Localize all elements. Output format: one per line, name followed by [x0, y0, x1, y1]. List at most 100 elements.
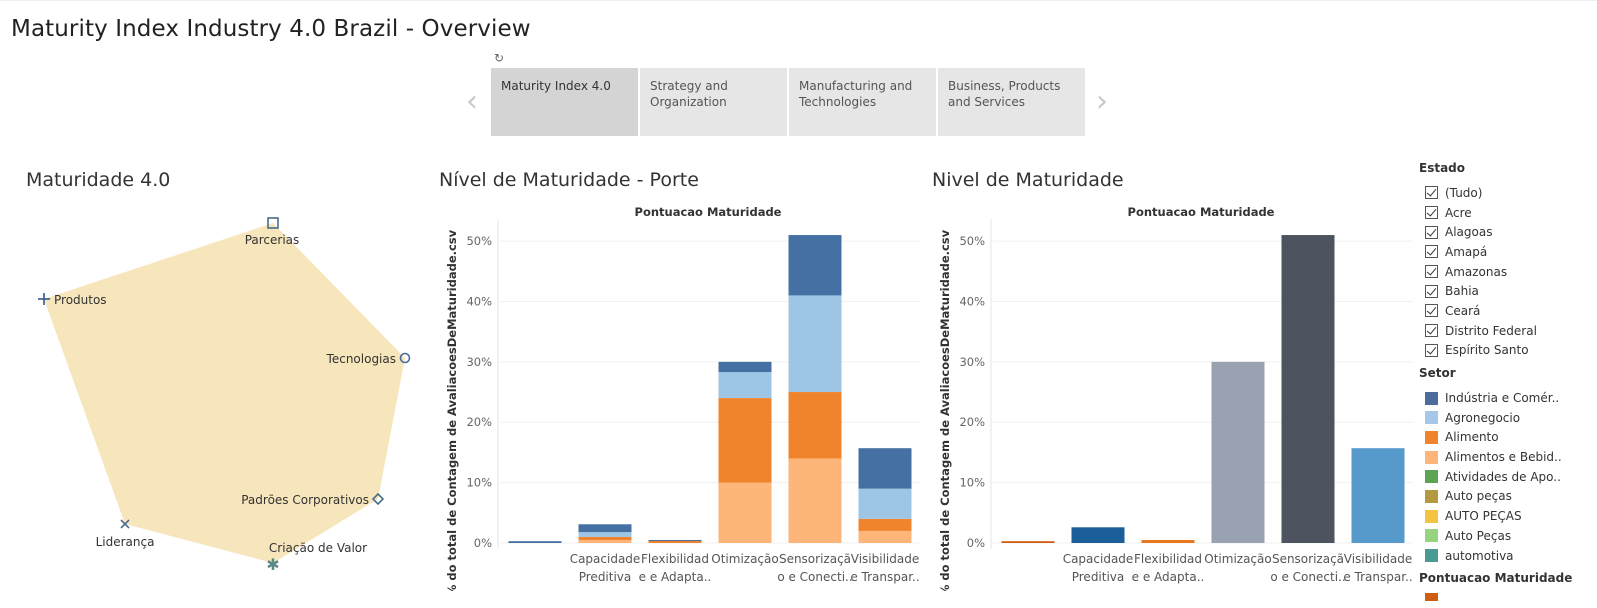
setor-legend-label: Auto Peças [1445, 528, 1512, 543]
chart-porte[interactable]: Pontuacao Maturidade % do total de Conta… [438, 201, 924, 591]
bar-segment[interactable] [858, 518, 912, 531]
parcerias-square-icon [267, 217, 279, 229]
estado-filter-item[interactable]: Alagoas [1419, 222, 1597, 242]
bar-segment[interactable] [718, 398, 772, 483]
setor-legend-item[interactable]: Auto Peças [1419, 526, 1597, 546]
pontuacao-legend: Pontuacao Maturidade [1419, 571, 1597, 602]
bar-segment[interactable] [718, 482, 772, 543]
story-tab-strategy[interactable]: Strategy and Organization [640, 68, 787, 136]
bar[interactable] [1001, 541, 1055, 543]
y-tick-label: 30% [959, 355, 985, 369]
legend-swatch [1425, 509, 1438, 523]
bar-segment[interactable] [648, 540, 702, 543]
story-tab-maturity-index[interactable]: Maturity Index 4.0 [491, 68, 638, 136]
bar-segment[interactable] [858, 530, 912, 543]
checkbox-checked-icon[interactable] [1425, 186, 1438, 200]
legend-swatch [1425, 470, 1438, 484]
checkbox-checked-icon[interactable] [1425, 206, 1438, 220]
bar-segment[interactable] [578, 524, 632, 533]
estado-filter-item[interactable]: Espírito Santo [1419, 341, 1597, 361]
pontuacao-legend-title: Pontuacao Maturidade [1419, 571, 1573, 586]
bar[interactable] [1071, 527, 1125, 543]
bar-segment[interactable] [788, 295, 842, 393]
setor-legend-item[interactable]: Agronegocio [1419, 408, 1597, 428]
x-tick-label: e Transpar.. [1343, 570, 1412, 584]
estado-filter-item[interactable]: Amazonas [1419, 262, 1597, 282]
legend-swatch [1425, 549, 1438, 563]
bar-segment[interactable] [578, 539, 632, 543]
chart-nivel-subtitle: Pontuacao Maturidade [1128, 205, 1275, 219]
setor-legend-item[interactable]: Indústria e Comér.. [1419, 388, 1597, 408]
checkbox-checked-icon[interactable] [1425, 284, 1438, 298]
y-tick-label: 40% [466, 294, 492, 308]
bar[interactable] [1141, 539, 1195, 543]
setor-legend: Setor Indústria e Comér.. Agronegocio Alim… [1419, 366, 1597, 565]
setor-legend-title: Setor [1419, 366, 1456, 381]
setor-legend-item[interactable]: Auto peças [1419, 487, 1597, 507]
setor-legend-item[interactable]: AUTO PEÇAS [1419, 506, 1597, 526]
estado-filter-label: Bahia [1445, 284, 1479, 299]
x-tick-label: e e Adapta.. [639, 570, 712, 584]
produtos-plus-icon [38, 293, 50, 305]
estado-filter-item[interactable]: Amapá [1419, 242, 1597, 262]
bar-segment[interactable] [858, 488, 912, 519]
bar[interactable] [1351, 448, 1405, 543]
estado-filter-item[interactable]: Acre [1419, 203, 1597, 223]
bar-segment[interactable] [788, 392, 842, 459]
x-tick-label: e e Adapta.. [1132, 570, 1205, 584]
revert-icon[interactable]: ↻ [494, 51, 505, 65]
bar[interactable] [1281, 235, 1335, 543]
setor-legend-label: Auto peças [1445, 489, 1512, 504]
y-tick-label: 50% [959, 234, 985, 248]
story-prev-arrow-icon[interactable]: ‹ [466, 84, 478, 119]
story-tabs: Maturity Index 4.0 Strategy and Organiza… [491, 68, 1085, 136]
radar-label-parcerias: Parcerias [245, 233, 300, 247]
bar-segment[interactable] [718, 361, 772, 373]
estado-filter-item[interactable]: Bahia [1419, 281, 1597, 301]
estado-filter-label: Distrito Federal [1445, 323, 1537, 338]
checkbox-checked-icon[interactable] [1425, 265, 1438, 279]
bar-segment[interactable] [718, 372, 772, 399]
x-tick-label: e Transpar.. [850, 570, 919, 584]
pontuacao-legend-swatch[interactable] [1425, 593, 1438, 602]
bar-segment[interactable] [788, 235, 842, 296]
estado-filter-item[interactable]: Distrito Federal [1419, 321, 1597, 341]
story-next-arrow-icon[interactable]: › [1096, 84, 1108, 119]
estado-filter-label: Acre [1445, 205, 1472, 220]
padroes-diamond-icon [371, 492, 385, 506]
chart-porte-subtitle: Pontuacao Maturidade [635, 205, 782, 219]
estado-filter-item[interactable]: Ceará [1419, 301, 1597, 321]
setor-legend-item[interactable]: Atividades de Apo.. [1419, 467, 1597, 487]
setor-legend-item[interactable]: Alimento [1419, 428, 1597, 448]
checkbox-checked-icon[interactable] [1425, 245, 1438, 259]
y-tick-label: 30% [466, 355, 492, 369]
legend-swatch [1425, 489, 1438, 503]
chart-nivel-ylabel: % do total de Contagem de AvaliacoesDeMa… [938, 229, 952, 591]
bar[interactable] [1211, 361, 1265, 543]
story-tab-business[interactable]: Business, Products and Services [938, 68, 1085, 136]
checkbox-checked-icon[interactable] [1425, 225, 1438, 239]
bar-segment[interactable] [508, 541, 562, 543]
chart-porte-ylabel: % do total de Contagem de AvaliacoesDeMa… [445, 229, 459, 591]
checkbox-checked-icon[interactable] [1425, 324, 1438, 338]
radar-chart[interactable]: Parcerias Tecnologias Padrões Corporativ… [10, 201, 430, 581]
dashboard-title: Maturity Index Industry 4.0 Brazil - Ove… [11, 16, 531, 42]
bar-segment[interactable] [788, 458, 842, 543]
setor-legend-label: Alimentos e Bebid.. [1445, 450, 1562, 465]
x-tick-label: Sensorizaçã [1272, 552, 1344, 566]
setor-legend-label: AUTO PEÇAS [1445, 509, 1522, 524]
x-tick-label: Otimização [1204, 552, 1271, 566]
setor-legend-item[interactable]: automotiva [1419, 546, 1597, 566]
checkbox-checked-icon[interactable] [1425, 304, 1438, 318]
x-tick-label: Flexibilidad [1134, 552, 1202, 566]
bar-segment[interactable] [648, 539, 702, 541]
checkbox-checked-icon[interactable] [1425, 343, 1438, 357]
setor-legend-label: Atividades de Apo.. [1445, 469, 1561, 484]
story-tab-manufacturing[interactable]: Manufacturing and Technologies [789, 68, 936, 136]
estado-filter-item[interactable]: (Tudo) [1419, 183, 1597, 203]
bar-segment[interactable] [858, 448, 912, 489]
chart-nivel[interactable]: Pontuacao Maturidade % do total de Conta… [931, 201, 1417, 591]
bar-segment[interactable] [578, 536, 632, 540]
bar-segment[interactable] [578, 532, 632, 537]
setor-legend-item[interactable]: Alimentos e Bebid.. [1419, 447, 1597, 467]
